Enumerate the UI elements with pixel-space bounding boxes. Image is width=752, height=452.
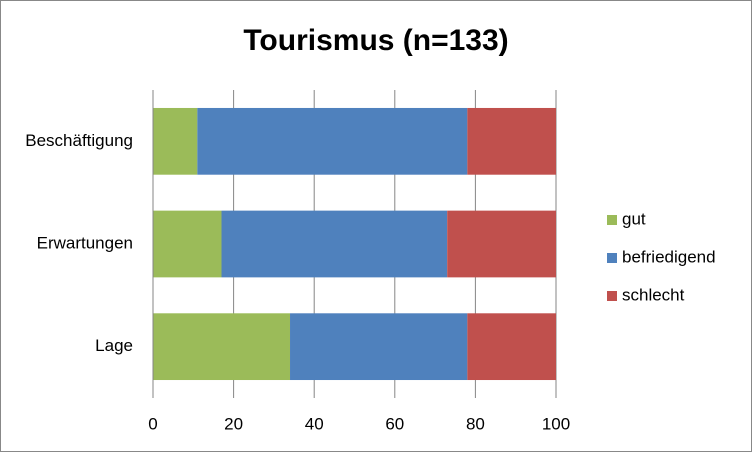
x-tick-label: 0 <box>148 414 157 433</box>
legend-swatch <box>607 215 617 225</box>
x-tick-label: 100 <box>542 414 570 433</box>
y-tick-label: Erwartungen <box>37 233 133 252</box>
x-tick-label: 80 <box>466 414 485 433</box>
bar-segment <box>467 313 556 381</box>
legend-label: befriedigend <box>622 247 716 266</box>
bar-segment <box>221 210 448 278</box>
legend-swatch <box>607 253 617 263</box>
bar-segment <box>153 313 291 381</box>
x-tick-label: 20 <box>224 414 243 433</box>
y-tick-label: Beschäftigung <box>25 131 133 150</box>
bar-segment <box>153 210 222 278</box>
bar-segment <box>467 107 556 175</box>
x-tick-label: 40 <box>305 414 324 433</box>
bar-segment <box>153 107 198 175</box>
legend-label: schlecht <box>622 285 685 304</box>
bar-segment <box>290 313 468 381</box>
bar-segment <box>447 210 556 278</box>
legend-swatch <box>607 291 617 301</box>
chart-title: Tourismus (n=133) <box>243 24 508 57</box>
x-tick-label: 60 <box>385 414 404 433</box>
bar-segment <box>197 107 468 175</box>
y-tick-label: Lage <box>95 336 133 355</box>
legend-label: gut <box>622 209 646 228</box>
